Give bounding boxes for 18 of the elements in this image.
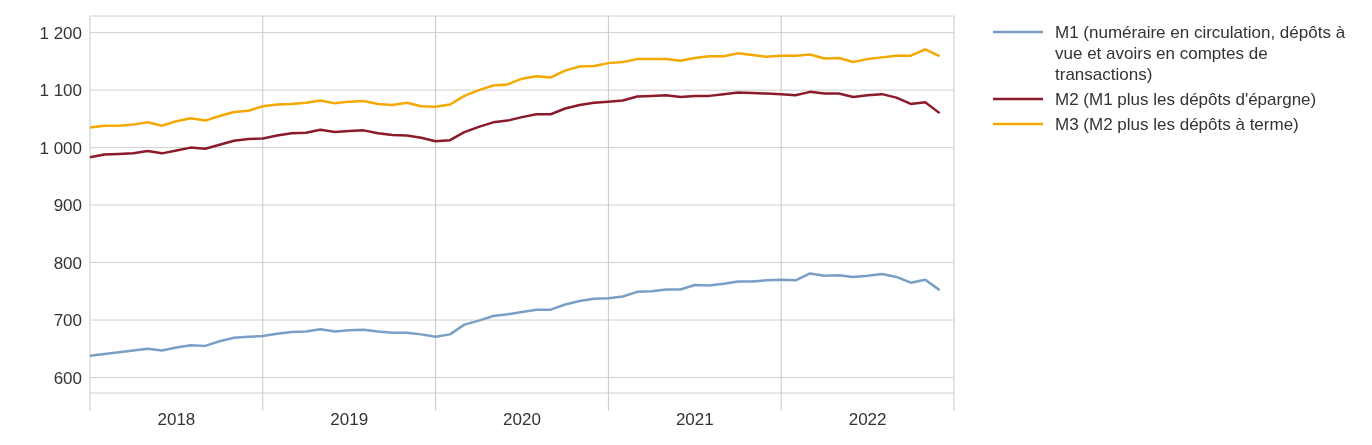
x-tick-label: 2021 (675, 410, 714, 429)
y-tick-label: 1 200 (39, 23, 82, 43)
y-tick-label: 600 (53, 368, 82, 388)
y-tick-label: 900 (53, 196, 82, 216)
y-tick-label: 1 000 (39, 138, 82, 158)
line-series (90, 272, 941, 357)
x-tick-label: 2022 (848, 410, 887, 429)
y-tick-label: 1 100 (39, 81, 82, 101)
line-series (90, 90, 941, 159)
legend-label: M2 (M1 plus les dépôts d'épargne) (1055, 89, 1318, 110)
x-tick-label: 2019 (330, 410, 369, 429)
line-series (90, 48, 941, 129)
x-tick-label: 2018 (157, 410, 196, 429)
legend-label: M3 (M2 plus les dépôts à terme) (1055, 114, 1300, 135)
x-tick-label: 2020 (503, 410, 541, 429)
y-tick-label: 800 (53, 253, 82, 273)
y-tick-label: 700 (53, 311, 82, 331)
legend-label: M1 (numéraire en circulation, dépôts à vue et avoirs en comptes de transactions) (1055, 22, 1347, 85)
